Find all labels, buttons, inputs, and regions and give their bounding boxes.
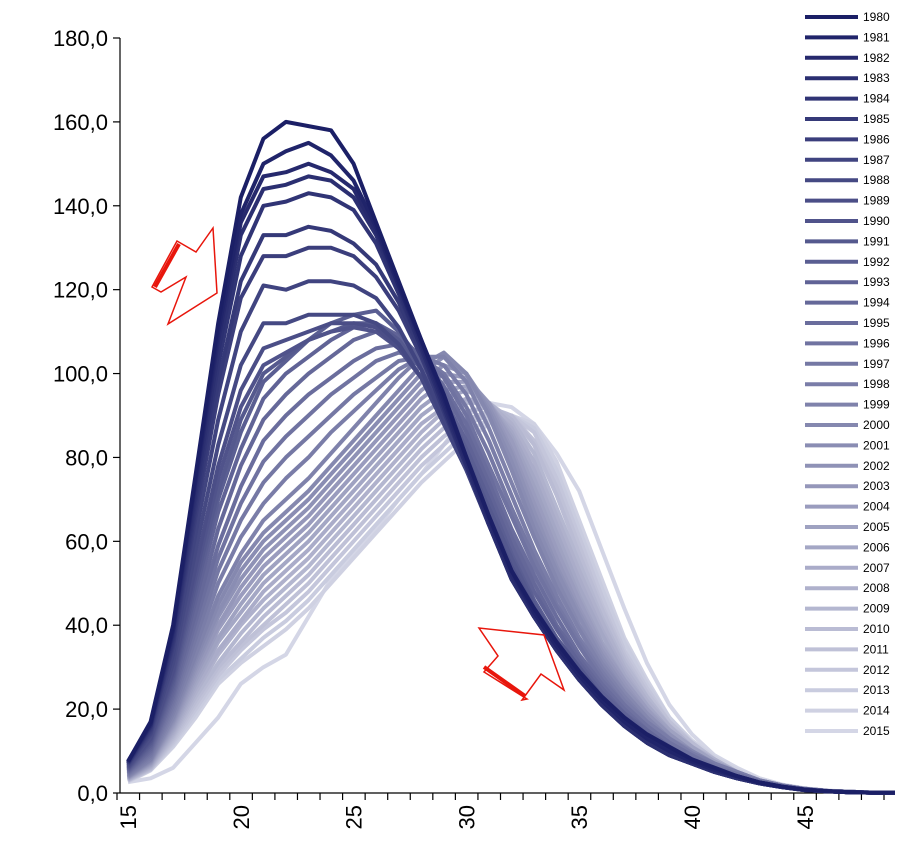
legend-label: 2011	[863, 642, 889, 656]
legend-label: 1999	[863, 398, 890, 412]
legend-label: 2005	[863, 520, 890, 534]
legend-label: 1986	[863, 132, 890, 146]
legend-label: 2013	[863, 683, 890, 697]
x-tick-label: 30	[454, 805, 479, 829]
legend-label: 2014	[863, 704, 890, 718]
x-tick-label: 45	[793, 805, 818, 829]
y-tick-label: 140,0	[53, 194, 108, 219]
y-tick-label: 0,0	[77, 781, 108, 806]
legend-label: 1990	[863, 214, 890, 228]
legend-label: 1980	[863, 10, 890, 24]
y-tick-label: 120,0	[53, 278, 108, 303]
legend-label: 2010	[863, 622, 890, 636]
legend-label: 2009	[863, 602, 890, 616]
legend-label: 2001	[863, 438, 890, 452]
y-tick-label: 160,0	[53, 110, 108, 135]
x-tick-label: 25	[342, 805, 367, 829]
legend-label: 1997	[863, 357, 890, 371]
legend-label: 2012	[863, 663, 890, 677]
x-tick-label: 15	[116, 805, 141, 829]
legend-label: 1988	[863, 173, 890, 187]
right-arrow-shaft-icon	[482, 665, 527, 698]
legend-label: 2000	[863, 418, 890, 432]
legend-label: 2004	[863, 500, 890, 514]
legend-label: 1995	[863, 316, 890, 330]
legend-label: 2002	[863, 459, 890, 473]
y-tick-label: 40,0	[65, 613, 108, 638]
x-axis-ticks: 15 20 25 30 35 40 45	[116, 793, 885, 829]
legend-label: 2015	[863, 724, 890, 738]
y-tick-label: 180,0	[53, 26, 108, 51]
y-tick-label: 80,0	[65, 445, 108, 470]
left-arrow-shaft-icon	[153, 243, 181, 288]
legend-label: 2007	[863, 561, 890, 575]
legend-label: 1985	[863, 112, 890, 126]
legend-label: 1992	[863, 255, 890, 269]
legend-label: 1994	[863, 296, 890, 310]
x-tick-label: 35	[567, 805, 592, 829]
legend-label: 1996	[863, 336, 890, 350]
legend-label: 1981	[863, 30, 890, 44]
legend-label: 1983	[863, 71, 890, 85]
right-arrow-icon	[477, 627, 566, 702]
legend: 1980 1981 1982 1983 1984 1985 1986 1987 1988 1989…	[805, 10, 890, 738]
axes	[119, 38, 895, 794]
y-tick-label: 100,0	[53, 362, 108, 387]
series-layer	[126, 119, 895, 795]
y-tick-label: 20,0	[65, 697, 108, 722]
legend-label: 2003	[863, 479, 890, 493]
legend-label: 2008	[863, 581, 890, 595]
legend-label: 1993	[863, 275, 890, 289]
legend-label: 1982	[863, 51, 890, 65]
left-arrow-icon	[150, 225, 218, 326]
legend-label: 1989	[863, 194, 890, 208]
series-line-1980	[126, 119, 895, 795]
trend-arrows	[150, 225, 566, 702]
x-tick-label: 20	[229, 805, 254, 829]
legend-label: 1998	[863, 377, 890, 391]
y-axis-ticks: 0,0 20,0 40,0 60,0 80,0 100,0 120,0 140,0 160,0 1…	[53, 26, 120, 806]
legend-label: 1984	[863, 92, 890, 106]
legend-label: 1987	[863, 153, 890, 167]
y-tick-label: 60,0	[65, 529, 108, 554]
x-tick-label: 40	[680, 805, 705, 829]
legend-label: 2006	[863, 540, 890, 554]
legend-label: 1991	[863, 234, 890, 248]
